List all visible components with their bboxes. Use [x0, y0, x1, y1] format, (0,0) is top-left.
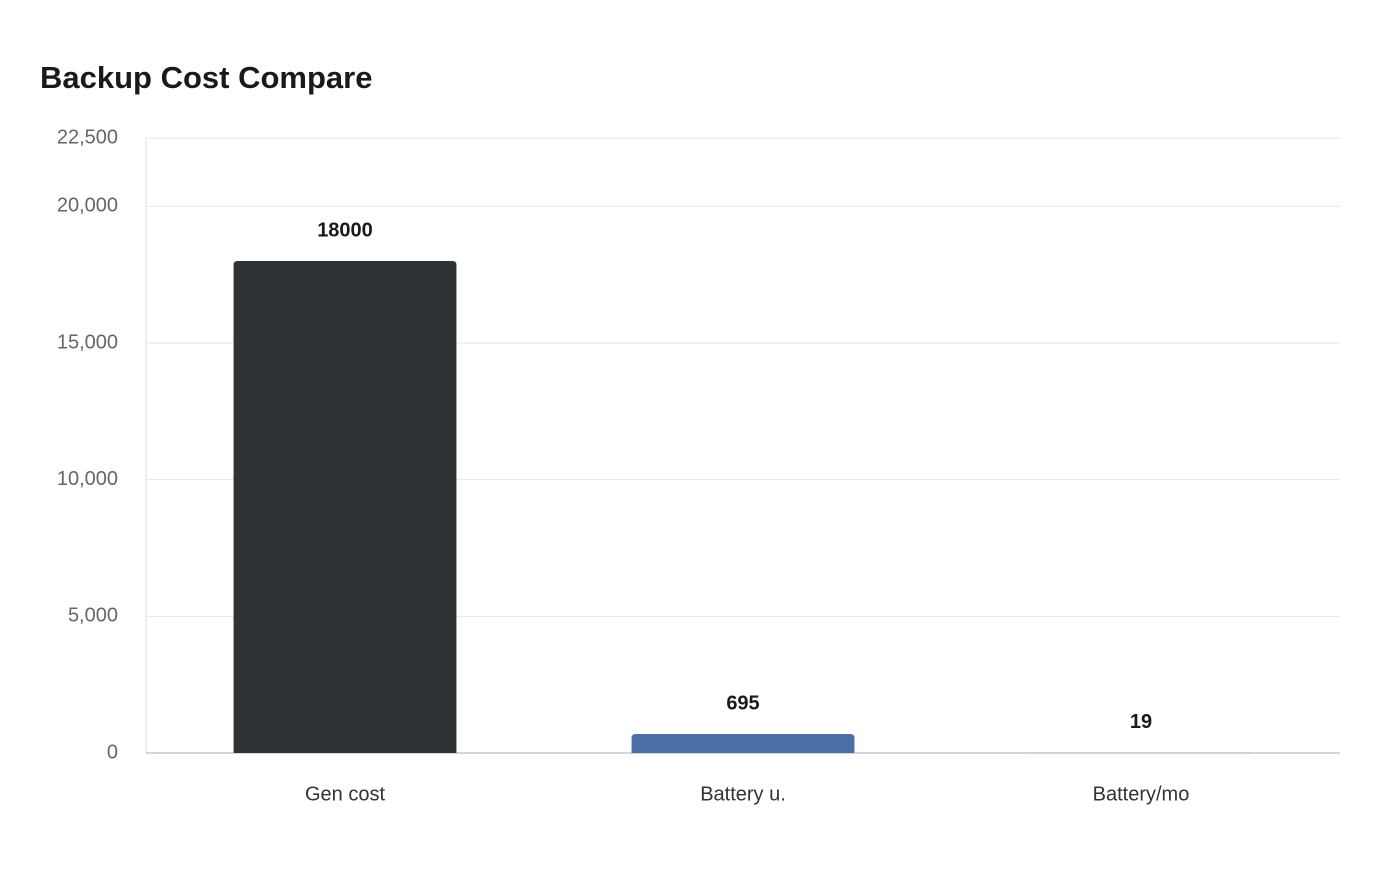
x-tick-label: Gen cost — [305, 783, 385, 805]
y-tick-label: 5,000 — [68, 605, 118, 627]
value-label: 19 — [1130, 711, 1152, 733]
y-tick-label: 0 — [107, 741, 118, 763]
chart-title: Backup Cost Compare — [40, 60, 372, 95]
value-label: 695 — [726, 692, 759, 714]
x-tick-label: Battery/mo — [1093, 783, 1190, 805]
bar — [1029, 752, 1253, 753]
y-tick-label: 20,000 — [57, 195, 118, 217]
bar — [233, 261, 457, 753]
y-tick-label: 10,000 — [57, 468, 118, 490]
y-tick-label: 15,000 — [57, 331, 118, 353]
y-tick-label: 22,500 — [57, 126, 118, 148]
value-label: 18000 — [317, 219, 373, 241]
bar — [631, 734, 855, 753]
x-tick-label: Battery u. — [700, 783, 786, 805]
